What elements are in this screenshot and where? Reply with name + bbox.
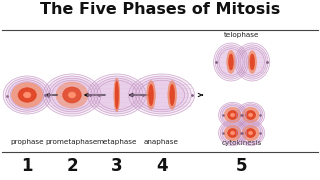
Ellipse shape	[240, 49, 264, 75]
Ellipse shape	[242, 125, 259, 141]
Ellipse shape	[3, 76, 51, 114]
Text: cytokinesis: cytokinesis	[221, 140, 262, 146]
Text: anaphase: anaphase	[144, 139, 179, 145]
Ellipse shape	[147, 81, 155, 109]
Text: 1: 1	[21, 157, 33, 175]
Text: 2: 2	[66, 157, 78, 175]
Ellipse shape	[114, 78, 120, 112]
Ellipse shape	[220, 104, 245, 126]
Ellipse shape	[242, 107, 259, 123]
Text: prophase: prophase	[10, 139, 44, 145]
Ellipse shape	[139, 80, 185, 110]
Ellipse shape	[135, 78, 188, 112]
Ellipse shape	[231, 113, 235, 117]
Ellipse shape	[46, 76, 98, 114]
Ellipse shape	[129, 74, 195, 116]
Ellipse shape	[236, 102, 265, 128]
Ellipse shape	[228, 111, 237, 120]
Ellipse shape	[115, 81, 118, 109]
Ellipse shape	[240, 105, 261, 125]
Ellipse shape	[238, 122, 263, 144]
Text: metaphase: metaphase	[97, 139, 137, 145]
Ellipse shape	[228, 129, 237, 138]
Ellipse shape	[238, 104, 263, 126]
Ellipse shape	[248, 51, 256, 73]
Text: 5: 5	[236, 157, 247, 175]
Ellipse shape	[93, 78, 140, 112]
Ellipse shape	[88, 74, 146, 116]
Ellipse shape	[6, 78, 49, 112]
Ellipse shape	[220, 122, 245, 144]
Ellipse shape	[149, 84, 153, 105]
Ellipse shape	[224, 107, 241, 123]
Ellipse shape	[52, 80, 92, 110]
Ellipse shape	[219, 120, 247, 146]
Text: The Five Phases of Mitosis: The Five Phases of Mitosis	[40, 2, 280, 17]
Ellipse shape	[227, 51, 235, 73]
Ellipse shape	[219, 49, 243, 75]
Ellipse shape	[229, 54, 233, 70]
Ellipse shape	[12, 83, 43, 107]
Ellipse shape	[8, 80, 46, 110]
Ellipse shape	[222, 105, 243, 125]
Ellipse shape	[249, 131, 252, 135]
Ellipse shape	[236, 45, 268, 79]
Text: prometaphase: prometaphase	[46, 139, 98, 145]
Ellipse shape	[215, 45, 247, 79]
Ellipse shape	[168, 81, 176, 109]
Ellipse shape	[231, 131, 235, 135]
Ellipse shape	[49, 78, 95, 112]
Ellipse shape	[217, 47, 245, 77]
Ellipse shape	[18, 88, 36, 102]
Ellipse shape	[222, 123, 243, 143]
Ellipse shape	[238, 47, 266, 77]
Ellipse shape	[63, 87, 81, 103]
Ellipse shape	[219, 102, 247, 128]
Ellipse shape	[91, 76, 143, 114]
Ellipse shape	[236, 120, 265, 146]
Text: 4: 4	[156, 157, 167, 175]
Ellipse shape	[132, 76, 191, 114]
Ellipse shape	[249, 113, 252, 117]
Ellipse shape	[43, 74, 101, 116]
Ellipse shape	[246, 111, 255, 120]
Ellipse shape	[170, 84, 174, 105]
Text: telophase: telophase	[224, 32, 259, 38]
Ellipse shape	[246, 129, 255, 138]
Ellipse shape	[250, 54, 254, 70]
Ellipse shape	[68, 92, 76, 98]
Ellipse shape	[24, 92, 31, 98]
Ellipse shape	[97, 80, 137, 110]
Ellipse shape	[213, 43, 248, 81]
Ellipse shape	[224, 125, 241, 141]
Ellipse shape	[11, 82, 44, 108]
Ellipse shape	[56, 82, 88, 108]
Ellipse shape	[240, 123, 261, 143]
Ellipse shape	[235, 43, 270, 81]
Text: 3: 3	[111, 157, 123, 175]
